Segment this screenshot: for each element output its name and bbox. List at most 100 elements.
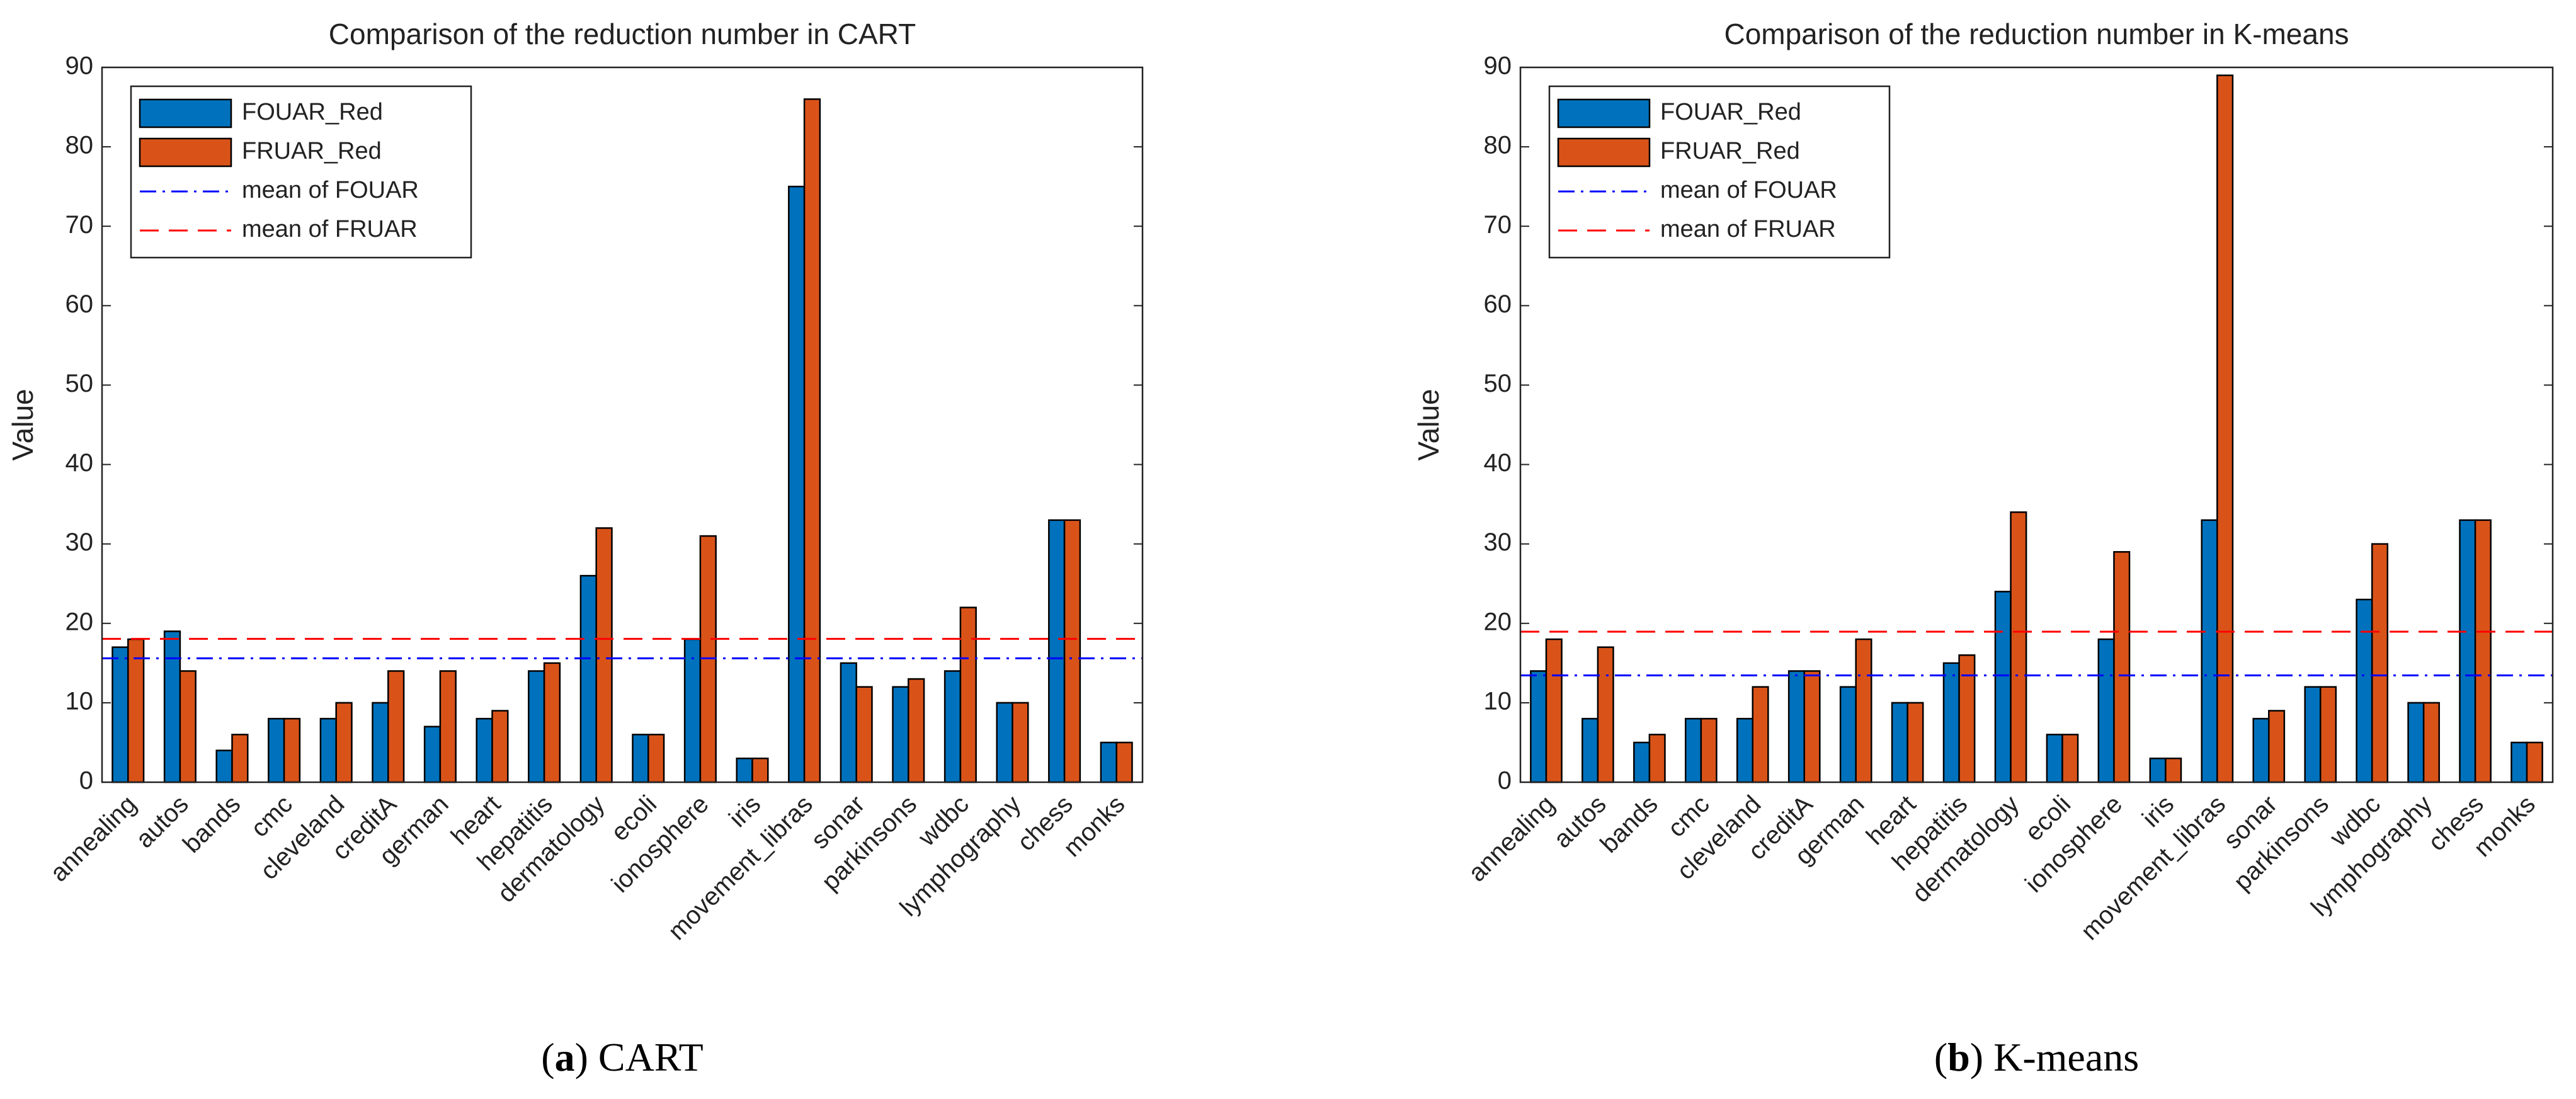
legend-label: mean of FOUAR xyxy=(1660,177,1837,203)
bar xyxy=(1906,702,1924,783)
chart-title: Comparison of the reduction number in CA… xyxy=(329,18,916,50)
bar xyxy=(491,710,509,783)
bar xyxy=(528,670,545,783)
bar xyxy=(2061,734,2079,783)
bar xyxy=(2216,74,2234,783)
bar xyxy=(2526,741,2543,783)
bar xyxy=(1942,662,1960,783)
bar xyxy=(2010,511,2027,783)
legend-label: mean of FOUAR xyxy=(242,177,419,203)
bar xyxy=(2097,638,2115,783)
bar xyxy=(2474,519,2492,783)
bar xyxy=(215,749,233,783)
legend-label: FRUAR_Red xyxy=(242,138,382,164)
bar xyxy=(2252,717,2270,783)
bar xyxy=(1545,638,1563,783)
bar xyxy=(647,734,665,783)
caption-part: ( xyxy=(541,1035,554,1079)
legend-label: mean of FRUAR xyxy=(242,216,418,242)
bar xyxy=(439,670,457,783)
legend-label: FOUAR_Red xyxy=(1660,99,1801,125)
caption-part: ( xyxy=(1934,1035,1947,1079)
y-tick-label: 70 xyxy=(66,211,94,239)
bar xyxy=(595,527,613,783)
legend-label: FRUAR_Red xyxy=(1660,138,1800,164)
y-tick-label: 10 xyxy=(1484,687,1512,715)
y-tick-label: 70 xyxy=(1484,211,1512,239)
x-tick-label: iris xyxy=(2137,790,2179,833)
bar xyxy=(127,638,145,783)
bar xyxy=(579,574,597,783)
bar xyxy=(1582,717,1599,783)
y-axis-label: Value xyxy=(1412,389,1445,460)
y-tick-label: 20 xyxy=(66,608,94,635)
bar xyxy=(231,734,249,783)
x-tick-label: bands xyxy=(178,790,246,858)
bar xyxy=(335,702,353,783)
bar xyxy=(943,670,962,783)
bar xyxy=(163,630,181,783)
x-tick-label: bands xyxy=(1595,790,1663,858)
y-tick-label: 30 xyxy=(1484,528,1512,556)
bar xyxy=(268,717,285,783)
y-tick-label: 0 xyxy=(79,767,93,795)
bar xyxy=(2510,741,2528,783)
bar xyxy=(908,678,925,783)
bar xyxy=(751,757,769,783)
y-tick-label: 50 xyxy=(66,370,94,397)
bar xyxy=(423,726,442,783)
bar xyxy=(855,686,873,783)
bar xyxy=(283,717,301,783)
y-tick-label: 20 xyxy=(1484,608,1512,635)
caption-part: a xyxy=(555,1035,575,1079)
bar xyxy=(1736,717,1754,783)
bar xyxy=(2319,686,2337,783)
bar xyxy=(1994,591,2012,783)
bar xyxy=(1803,670,1821,783)
y-tick-label: 50 xyxy=(1484,370,1512,397)
bar xyxy=(683,638,702,783)
bar xyxy=(2046,734,2063,783)
bar xyxy=(2371,543,2389,783)
plot-frame xyxy=(101,66,1144,783)
caption-part: ) CART xyxy=(575,1035,704,1079)
bar xyxy=(1597,646,1614,783)
bar xyxy=(2407,702,2425,783)
x-tick-label: ionosphere xyxy=(2020,790,2128,898)
bar xyxy=(2165,757,2182,783)
bar xyxy=(1048,519,1066,783)
bar xyxy=(476,717,493,783)
y-tick-label: 40 xyxy=(1484,449,1512,477)
bar xyxy=(1839,686,1857,783)
bar xyxy=(1648,734,1666,783)
legend-swatch xyxy=(1557,98,1651,128)
y-tick-label: 10 xyxy=(66,687,94,715)
legend-swatch xyxy=(139,98,232,128)
legend-swatch xyxy=(1557,137,1651,168)
y-tick-label: 40 xyxy=(66,449,94,477)
y-tick-label: 90 xyxy=(66,52,94,80)
bar xyxy=(372,702,389,783)
bar xyxy=(1633,741,1651,783)
bar xyxy=(803,98,821,783)
bar xyxy=(892,686,909,783)
y-tick-label: 60 xyxy=(1484,290,1512,318)
bar xyxy=(1958,654,1976,783)
bar xyxy=(179,670,197,783)
bar xyxy=(2304,686,2322,783)
bar xyxy=(996,702,1013,783)
bar xyxy=(2201,519,2218,783)
y-tick-label: 0 xyxy=(1498,767,1512,795)
legend-label: FOUAR_Red xyxy=(242,99,383,125)
bar xyxy=(2356,598,2373,783)
bar xyxy=(1684,717,1702,783)
bar xyxy=(387,670,405,783)
legend-swatch xyxy=(139,137,232,168)
bar xyxy=(2149,757,2167,783)
caption: (a) CART xyxy=(541,1035,703,1079)
y-tick-label: 30 xyxy=(66,528,94,556)
bar xyxy=(959,606,977,783)
bar xyxy=(111,646,129,783)
bar xyxy=(1855,638,1872,783)
caption-part: b xyxy=(1947,1035,1970,1079)
